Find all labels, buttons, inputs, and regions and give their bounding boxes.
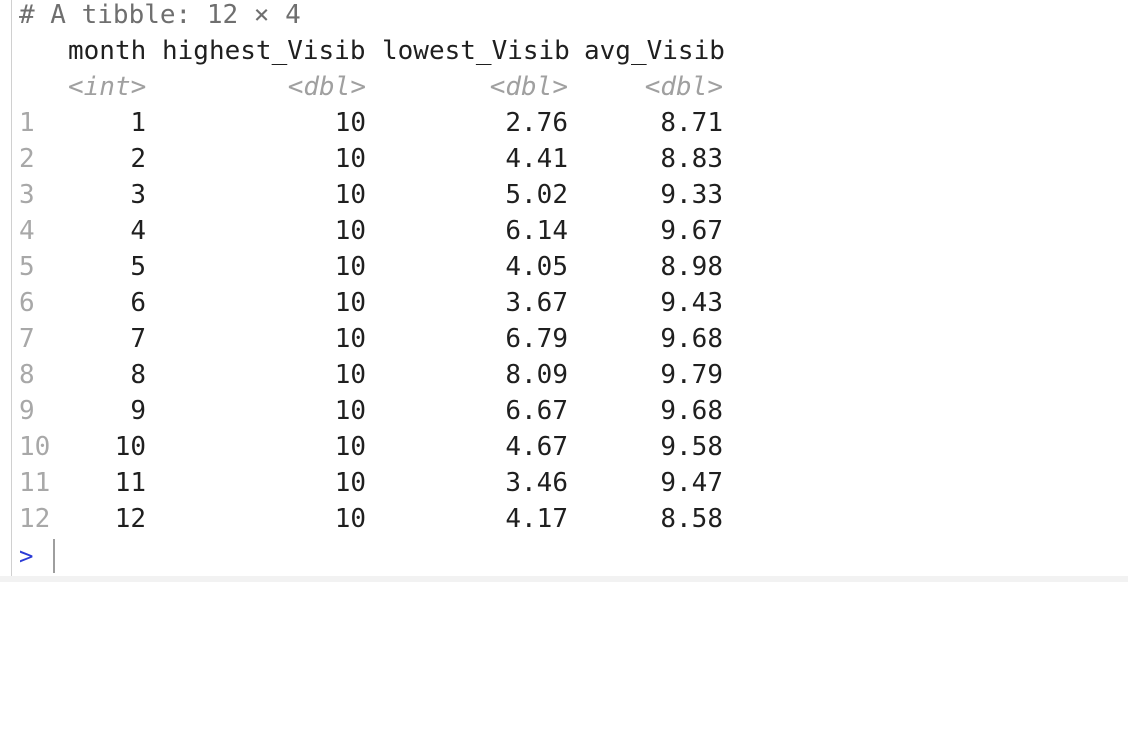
cell-lowest-visib: 6.67 <box>505 396 568 426</box>
row-number: 6 <box>19 288 35 318</box>
row-number: 10 <box>19 432 51 462</box>
column-type-row: <int> <dbl> <dbl> <dbl> <box>0 69 723 105</box>
cell-lowest-visib: 4.05 <box>505 252 568 282</box>
column-header-month: month <box>68 36 147 66</box>
cell-highest-visib: 10 <box>334 108 366 138</box>
table-row: 9 9 10 6.67 9.68 <box>0 393 723 429</box>
row-number: 4 <box>19 216 35 246</box>
column-header-avg-visib: avg_Visib <box>584 36 725 66</box>
cell-highest-visib: 10 <box>334 468 366 498</box>
table-row: 1 1 10 2.76 8.71 <box>0 105 723 141</box>
cell-avg-visib: 9.43 <box>660 288 723 318</box>
cell-avg-visib: 9.33 <box>660 180 723 210</box>
cell-highest-visib: 10 <box>334 504 366 534</box>
cell-lowest-visib: 4.41 <box>505 144 568 174</box>
table-row: 11 11 10 3.46 9.47 <box>0 465 723 501</box>
cell-month: 1 <box>130 108 146 138</box>
tibble-summary-comment: # A tibble: 12 × 4 <box>19 0 301 30</box>
cell-highest-visib: 10 <box>334 360 366 390</box>
r-console-output: # A tibble: 12 × 4 month highest_Visib l… <box>0 0 1128 582</box>
cell-month: 11 <box>114 468 146 498</box>
cell-avg-visib: 8.98 <box>660 252 723 282</box>
cell-month: 7 <box>130 324 146 354</box>
cell-month: 4 <box>130 216 146 246</box>
row-number: 1 <box>19 108 35 138</box>
cell-highest-visib: 10 <box>334 180 366 210</box>
table-row: 3 3 10 5.02 9.33 <box>0 177 723 213</box>
column-header-highest-visib: highest_Visib <box>162 36 366 66</box>
cell-lowest-visib: 5.02 <box>505 180 568 210</box>
cell-highest-visib: 10 <box>334 252 366 282</box>
cell-lowest-visib: 4.67 <box>505 432 568 462</box>
console-input-cursor[interactable] <box>53 539 55 573</box>
cell-highest-visib: 10 <box>334 216 366 246</box>
table-row: 8 8 10 8.09 9.79 <box>0 357 723 393</box>
column-type-lowest-visib: <dbl> <box>489 72 568 102</box>
table-row: 12 12 10 4.17 8.58 <box>0 501 723 537</box>
cell-month: 12 <box>114 504 146 534</box>
cell-highest-visib: 10 <box>334 288 366 318</box>
table-row: 4 4 10 6.14 9.67 <box>0 213 723 249</box>
cell-lowest-visib: 6.79 <box>505 324 568 354</box>
cell-month: 9 <box>130 396 146 426</box>
cell-avg-visib: 9.68 <box>660 324 723 354</box>
cell-avg-visib: 9.79 <box>660 360 723 390</box>
table-row: 10 10 10 4.67 9.58 <box>0 429 723 465</box>
cell-highest-visib: 10 <box>334 324 366 354</box>
row-number: 7 <box>19 324 35 354</box>
row-number: 5 <box>19 252 35 282</box>
table-row: 7 7 10 6.79 9.68 <box>0 321 723 357</box>
cell-avg-visib: 9.68 <box>660 396 723 426</box>
cell-month: 2 <box>130 144 146 174</box>
cell-lowest-visib: 4.17 <box>505 504 568 534</box>
column-type-highest-visib: <dbl> <box>287 72 366 102</box>
table-row: 2 2 10 4.41 8.83 <box>0 141 723 177</box>
cell-lowest-visib: 3.46 <box>505 468 568 498</box>
cell-avg-visib: 8.83 <box>660 144 723 174</box>
cell-avg-visib: 9.47 <box>660 468 723 498</box>
cell-highest-visib: 10 <box>334 144 366 174</box>
column-type-month: <int> <box>68 72 147 102</box>
cell-lowest-visib: 3.67 <box>505 288 568 318</box>
cell-avg-visib: 9.67 <box>660 216 723 246</box>
console-bottom-edge <box>0 576 1128 582</box>
row-number: 2 <box>19 144 35 174</box>
console-prompt: > <box>19 542 34 570</box>
table-row: 6 6 10 3.67 9.43 <box>0 285 723 321</box>
cell-highest-visib: 10 <box>334 432 366 462</box>
cell-lowest-visib: 8.09 <box>505 360 568 390</box>
console-left-border <box>11 0 12 582</box>
column-header-row: month highest_Visib lowest_Visib avg_Vis… <box>0 33 725 69</box>
cell-avg-visib: 8.58 <box>660 504 723 534</box>
row-number: 8 <box>19 360 35 390</box>
cell-month: 6 <box>130 288 146 318</box>
cell-avg-visib: 8.71 <box>660 108 723 138</box>
cell-month: 8 <box>130 360 146 390</box>
table-row: 5 5 10 4.05 8.98 <box>0 249 723 285</box>
row-number: 12 <box>19 504 51 534</box>
cell-lowest-visib: 2.76 <box>505 108 568 138</box>
cell-month: 5 <box>130 252 146 282</box>
cell-avg-visib: 9.58 <box>660 432 723 462</box>
row-number: 9 <box>19 396 35 426</box>
column-header-lowest-visib: lowest_Visib <box>382 36 570 66</box>
cell-month: 10 <box>114 432 146 462</box>
column-type-avg-visib: <dbl> <box>644 72 723 102</box>
row-number: 11 <box>19 468 51 498</box>
row-number: 3 <box>19 180 35 210</box>
cell-lowest-visib: 6.14 <box>505 216 568 246</box>
cell-highest-visib: 10 <box>334 396 366 426</box>
cell-month: 3 <box>130 180 146 210</box>
